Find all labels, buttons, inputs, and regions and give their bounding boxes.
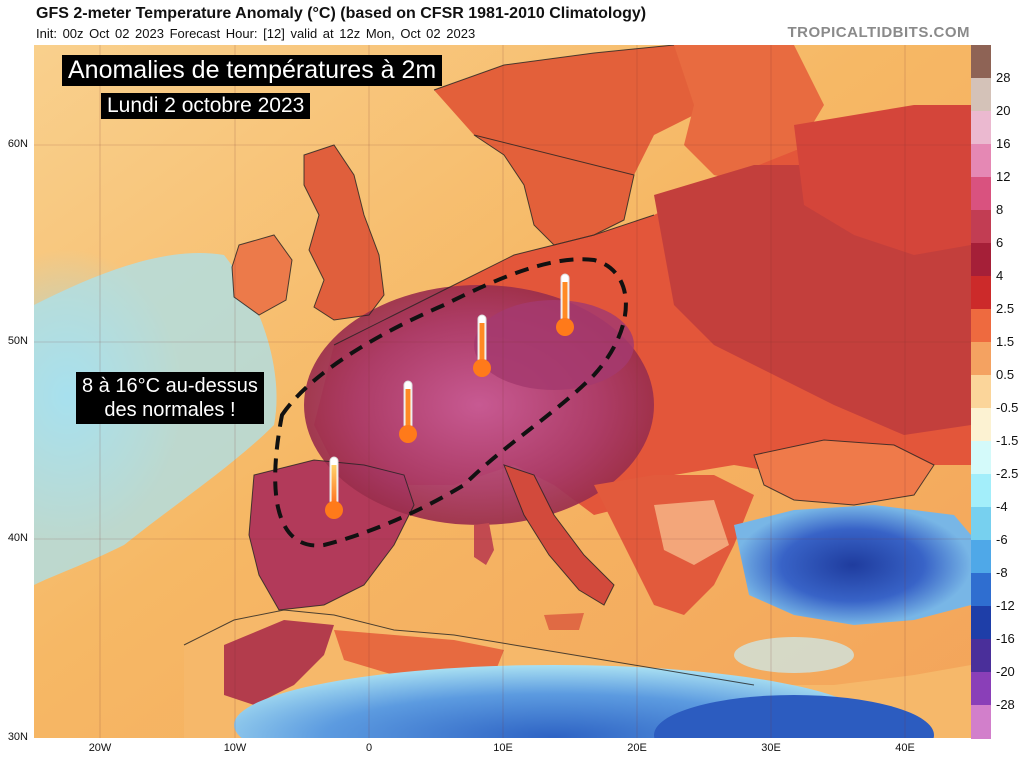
- mediterranean-cool-patch: [734, 637, 854, 673]
- colorbar-label: -1.5: [996, 433, 1019, 448]
- colorbar-segment: [971, 276, 991, 310]
- colorbar-segment: [971, 309, 991, 343]
- lon-label-30e: 30E: [761, 742, 781, 754]
- lon-label-20w: 20W: [88, 742, 112, 754]
- thermometer-icon-spain: [325, 456, 343, 519]
- colorbar-label: 8: [996, 202, 1004, 217]
- colorbar-segment: [971, 210, 991, 244]
- temperature-anomaly-map: [34, 45, 971, 738]
- colorbar-label: -4: [996, 499, 1008, 514]
- colorbar-label: -20: [996, 664, 1015, 679]
- colorbar-label: -6: [996, 532, 1008, 547]
- colorbar-segment: [971, 111, 991, 145]
- colorbar: [971, 45, 991, 739]
- colorbar-segment: [971, 573, 991, 607]
- colorbar-segment: [971, 375, 991, 409]
- colorbar-segment: [971, 342, 991, 376]
- overlay-note-line1: 8 à 16°C au-dessus: [82, 375, 258, 397]
- colorbar-segment: [971, 408, 991, 442]
- finland-region: [674, 45, 824, 185]
- colorbar-segment: [971, 507, 991, 541]
- italy: [504, 465, 614, 605]
- egypt-cold-anomaly: [654, 695, 934, 738]
- thermometer-icon-germany: [473, 314, 491, 377]
- colorbar-label: 12: [996, 169, 1011, 184]
- anomaly-dashed-outline: [273, 257, 628, 548]
- colorbar-segment: [971, 45, 991, 79]
- lon-label-10e: 10E: [493, 742, 513, 754]
- colorbar-label: 4: [996, 268, 1004, 283]
- colorbar-label: -12: [996, 598, 1015, 613]
- colorbar-segment: [971, 177, 991, 211]
- colorbar-segment: [971, 144, 991, 178]
- sicily: [544, 613, 584, 630]
- overlay-note-line2: des normales !: [104, 399, 236, 421]
- lon-label-0: 0: [365, 742, 373, 754]
- colorbar-label: -16: [996, 631, 1015, 646]
- overlay-date: Lundi 2 octobre 2023: [101, 93, 311, 119]
- colorbar-segment: [971, 639, 991, 673]
- turkey-cold-anomaly: [734, 505, 971, 625]
- map-header-subtitle: Init: 00z Oct 02 2023 Forecast Hour: [12…: [36, 26, 476, 41]
- colorbar-label: 16: [996, 136, 1011, 151]
- lat-label-40n: 40N: [7, 532, 28, 544]
- colorbar-label: -28: [996, 697, 1015, 712]
- graticule: [34, 45, 971, 738]
- lat-label-60n: 60N: [7, 138, 28, 150]
- lat-label-30n: 30N: [7, 731, 28, 743]
- sardinia: [474, 523, 494, 565]
- colorbar-label: 6: [996, 235, 1004, 250]
- map-canvas: [34, 45, 971, 738]
- lon-label-10w: 10W: [223, 742, 247, 754]
- colorbar-segment: [971, 606, 991, 640]
- overlay-title: Anomalies de températures à 2m: [62, 55, 443, 86]
- anomaly-core-east: [474, 300, 634, 390]
- map-header-title: GFS 2-meter Temperature Anomaly (°C) (ba…: [36, 5, 647, 22]
- thermometer-icon-poland: [556, 273, 574, 336]
- overlay-note: 8 à 16°C au-dessus des normales !: [76, 372, 264, 424]
- colorbar-label: 20: [996, 103, 1011, 118]
- colorbar-label: 28: [996, 70, 1011, 85]
- colorbar-label: 2.5: [996, 301, 1015, 316]
- colorbar-label: 1.5: [996, 334, 1015, 349]
- brand-watermark: TROPICALTIDBITS.COM: [787, 24, 970, 41]
- scandinavia: [434, 45, 754, 245]
- colorbar-label: 0.5: [996, 367, 1015, 382]
- lon-label-40e: 40E: [895, 742, 915, 754]
- great-britain: [304, 145, 384, 320]
- thermometer-icon-france: [399, 380, 417, 443]
- colorbar-segment: [971, 540, 991, 574]
- lon-label-20e: 20E: [627, 742, 647, 754]
- black-sea: [754, 440, 934, 505]
- colorbar-segment: [971, 441, 991, 475]
- coastlines: [183, 45, 935, 686]
- colorbar-segment: [971, 474, 991, 508]
- russia-hot: [794, 105, 971, 255]
- balkans-cool-patch: [654, 500, 729, 565]
- colorbar-label: -2.5: [996, 466, 1019, 481]
- lat-label-50n: 50N: [7, 335, 28, 347]
- colorbar-segment: [971, 672, 991, 706]
- ireland: [232, 235, 292, 315]
- colorbar-segment: [971, 243, 991, 277]
- colorbar-label: -0.5: [996, 400, 1019, 415]
- colorbar-segment: [971, 705, 991, 739]
- colorbar-label: -8: [996, 565, 1008, 580]
- colorbar-segment: [971, 78, 991, 112]
- morocco-hot: [224, 620, 334, 705]
